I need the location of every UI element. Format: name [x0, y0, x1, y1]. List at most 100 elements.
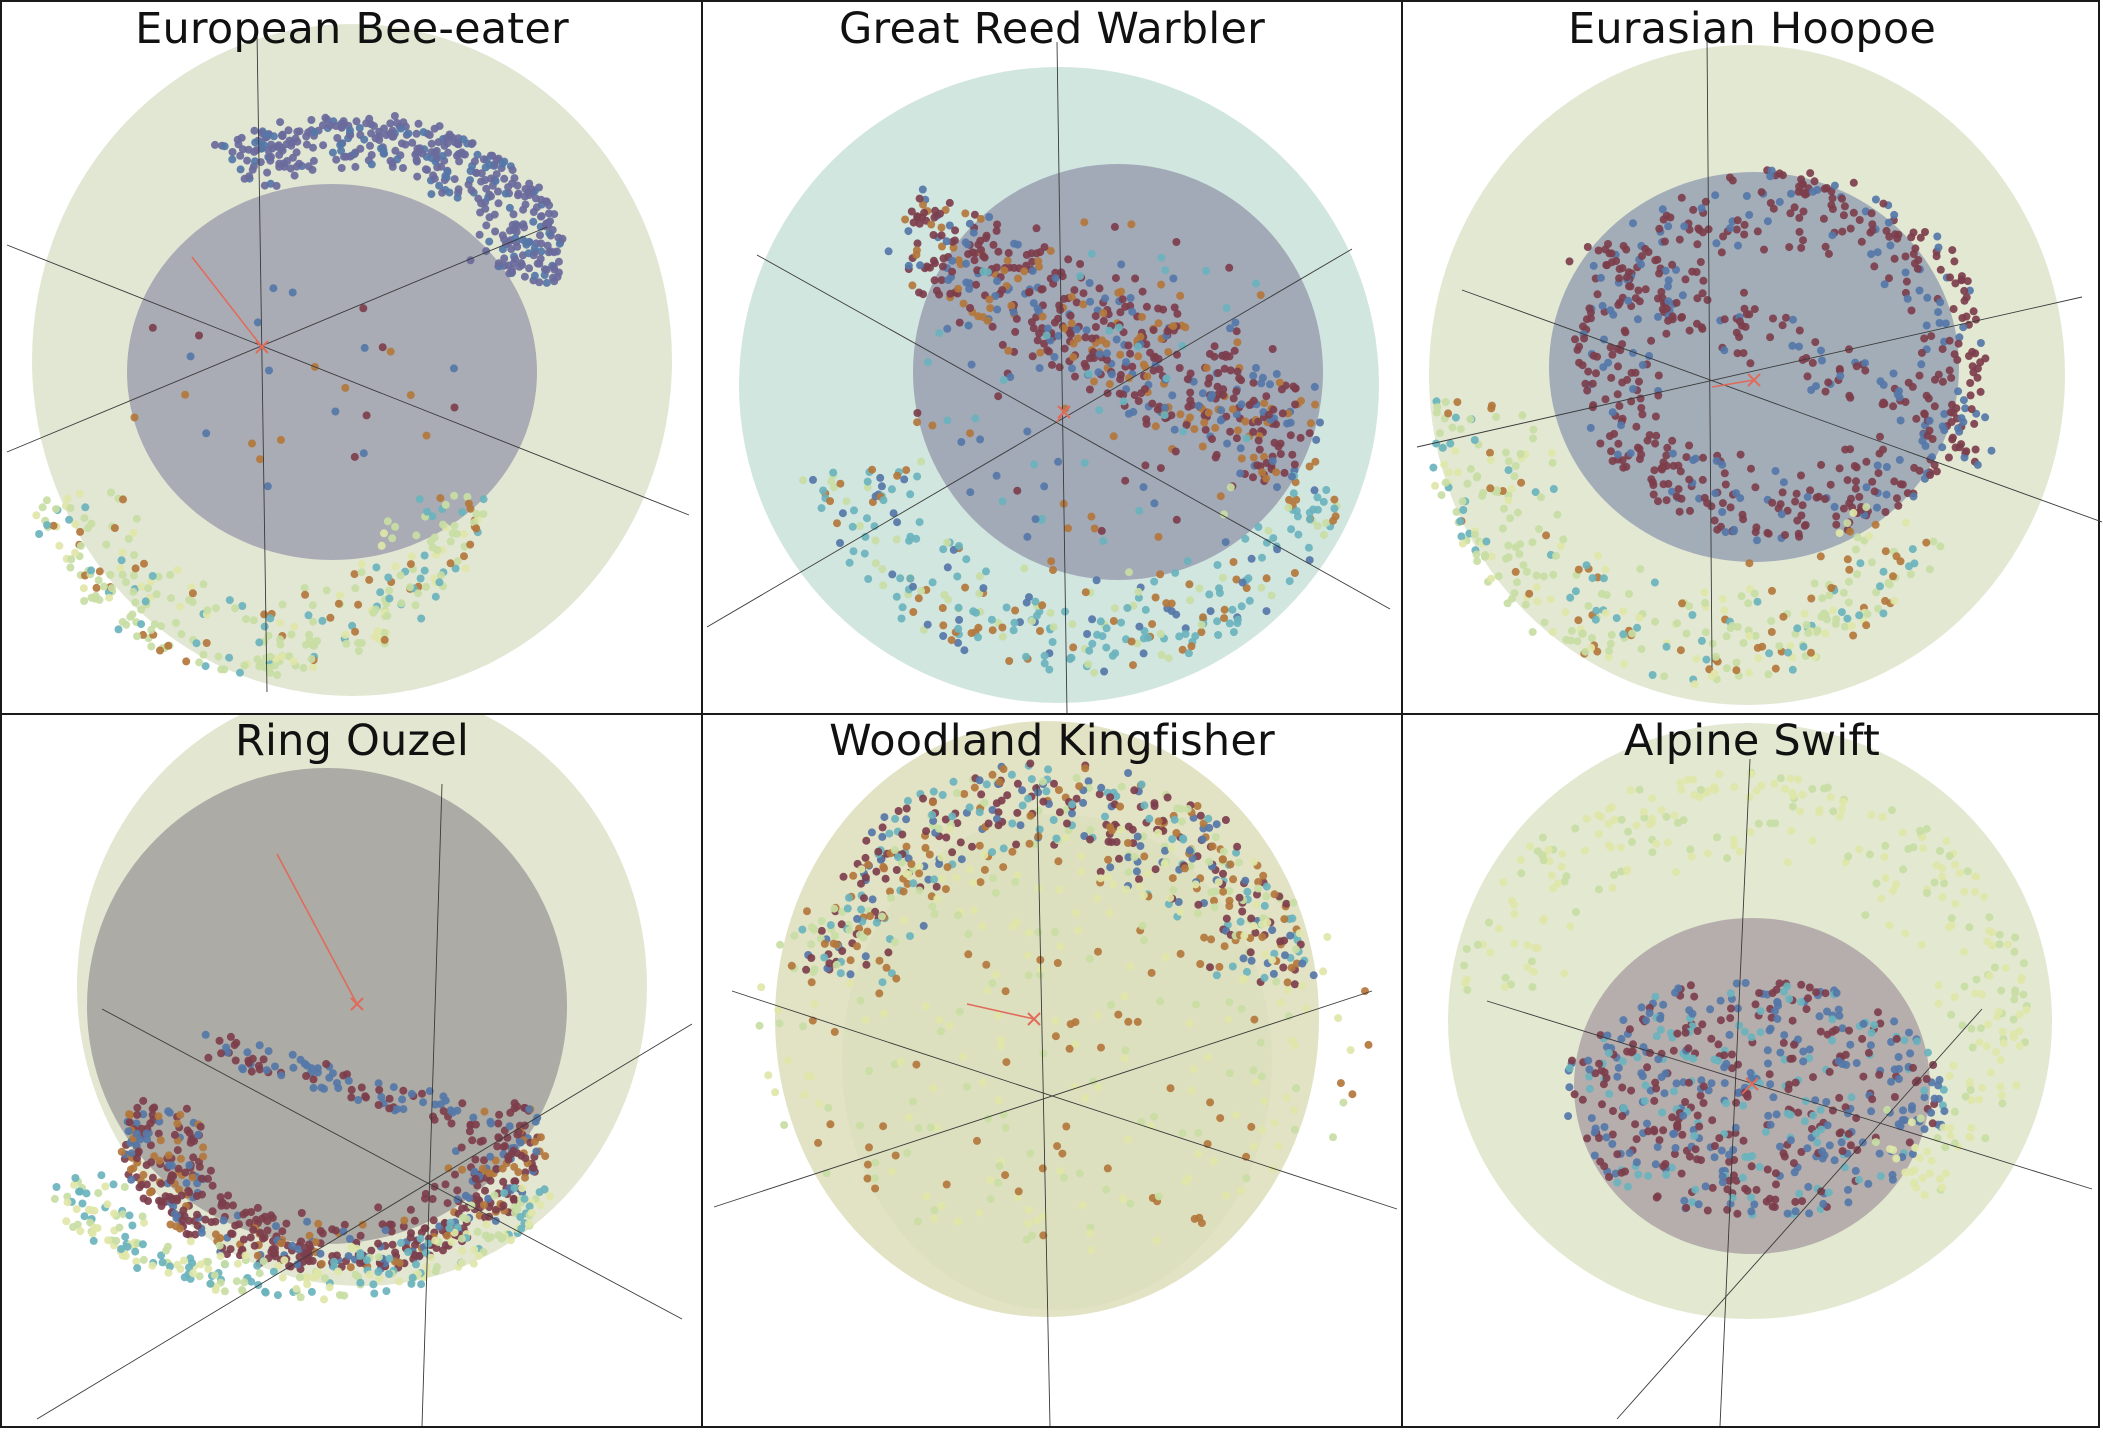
- data-point: [947, 636, 956, 645]
- data-point: [860, 549, 869, 558]
- data-point: [1790, 203, 1799, 212]
- data-point: [1644, 1171, 1653, 1180]
- data-point: [500, 1189, 509, 1197]
- data-point: [243, 156, 252, 165]
- data-point: [1602, 1074, 1611, 1082]
- data-point: [1163, 327, 1172, 336]
- data-point: [494, 1133, 503, 1142]
- data-point: [66, 504, 75, 512]
- data-point: [1249, 371, 1258, 380]
- data-point: [148, 323, 157, 332]
- data-point: [1838, 1147, 1847, 1156]
- data-point: [1208, 842, 1217, 851]
- data-point: [1225, 998, 1234, 1007]
- data-point: [269, 284, 278, 293]
- data-point: [1797, 980, 1806, 989]
- data-point: [899, 887, 908, 896]
- data-point: [75, 1187, 83, 1196]
- data-point: [173, 1119, 182, 1128]
- data-point: [945, 825, 954, 834]
- data-point: [915, 194, 924, 203]
- data-point: [965, 284, 974, 293]
- data-point: [49, 521, 58, 530]
- data-point: [980, 865, 989, 874]
- data-point: [1306, 419, 1315, 428]
- data-point: [507, 1149, 516, 1158]
- data-point: [1266, 380, 1274, 389]
- data-point: [499, 1201, 508, 1210]
- data-point: [1594, 551, 1602, 560]
- data-point: [1202, 363, 1211, 372]
- data-point: [66, 563, 75, 572]
- data-point: [1276, 998, 1285, 1007]
- data-point: [1580, 334, 1589, 343]
- data-point: [1662, 496, 1671, 505]
- data-point: [375, 1086, 384, 1094]
- data-point: [289, 657, 298, 666]
- data-point: [1720, 1051, 1729, 1060]
- data-point: [388, 534, 397, 543]
- data-point: [120, 1183, 129, 1191]
- data-point: [1216, 1114, 1225, 1123]
- data-point: [222, 1043, 231, 1052]
- data-point: [238, 1064, 247, 1073]
- data-point: [1784, 648, 1793, 657]
- data-point: [1852, 545, 1860, 554]
- data-point: [478, 1164, 487, 1173]
- data-point: [1040, 482, 1049, 491]
- data-point: [498, 1164, 507, 1173]
- data-point: [976, 878, 985, 887]
- data-point: [1795, 326, 1804, 335]
- data-point: [1056, 942, 1065, 951]
- data-point: [1126, 962, 1135, 971]
- data-point: [1001, 1171, 1010, 1180]
- data-point: [894, 853, 903, 862]
- data-point: [1932, 467, 1941, 476]
- data-point: [1564, 1112, 1573, 1121]
- data-point: [1750, 1200, 1759, 1209]
- data-point: [1022, 652, 1030, 661]
- data-point: [1510, 472, 1519, 481]
- data-point: [261, 1288, 270, 1297]
- data-point: [1587, 1114, 1596, 1123]
- data-point: [894, 807, 903, 815]
- data-point: [1047, 557, 1056, 566]
- data-point: [1815, 1012, 1824, 1021]
- data-point: [351, 1270, 360, 1279]
- data-point: [966, 865, 974, 874]
- data-point: [1622, 273, 1631, 282]
- data-point: [1908, 1150, 1917, 1158]
- data-point: [1305, 556, 1314, 565]
- data-point: [941, 815, 950, 824]
- data-point: [776, 940, 785, 949]
- data-point: [1726, 989, 1735, 998]
- data-point: [1134, 593, 1143, 602]
- data-point: [1754, 654, 1763, 663]
- data-point: [1765, 1194, 1774, 1203]
- data-point: [1629, 1040, 1637, 1049]
- data-point: [544, 218, 553, 227]
- data-point: [1669, 461, 1678, 470]
- data-point: [915, 862, 924, 871]
- data-point: [125, 1118, 134, 1127]
- data-point: [1521, 600, 1530, 609]
- data-point: [346, 126, 354, 135]
- data-point: [250, 126, 259, 135]
- data-point: [1676, 467, 1685, 476]
- data-point: [1453, 398, 1462, 407]
- data-point: [1651, 1160, 1660, 1169]
- data-point: [1705, 665, 1714, 674]
- data-point: [1310, 486, 1319, 495]
- data-point: [1685, 475, 1694, 484]
- data-point: [1220, 942, 1229, 951]
- data-point: [404, 129, 413, 138]
- data-point: [1107, 826, 1116, 835]
- data-point: [1534, 525, 1543, 534]
- data-point: [1452, 507, 1461, 516]
- data-point: [1099, 536, 1108, 545]
- data-point: [1069, 339, 1078, 348]
- data-point: [1743, 1186, 1752, 1195]
- data-point: [1242, 434, 1251, 443]
- data-point: [481, 204, 490, 213]
- data-point: [865, 1067, 874, 1075]
